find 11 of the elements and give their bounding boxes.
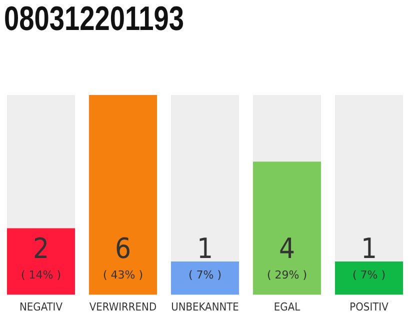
x-tick-label: NEGATIV <box>20 300 63 314</box>
data-label: 1 ( 7% ) <box>188 232 222 282</box>
x-tick-label: EGAL <box>274 300 301 314</box>
x-tick-label: VERWIRREND <box>89 300 157 314</box>
data-label: 1 ( 7% ) <box>352 232 386 282</box>
data-label: 6 ( 43% ) <box>102 232 144 282</box>
chart-title: 080312201193 <box>4 0 184 39</box>
x-tick-label: UNBEKANNTE <box>171 300 239 314</box>
data-label: 4 ( 29% ) <box>266 232 308 282</box>
data-label: 2 ( 14% ) <box>20 232 62 282</box>
x-tick-label: POSITIV <box>350 300 389 314</box>
